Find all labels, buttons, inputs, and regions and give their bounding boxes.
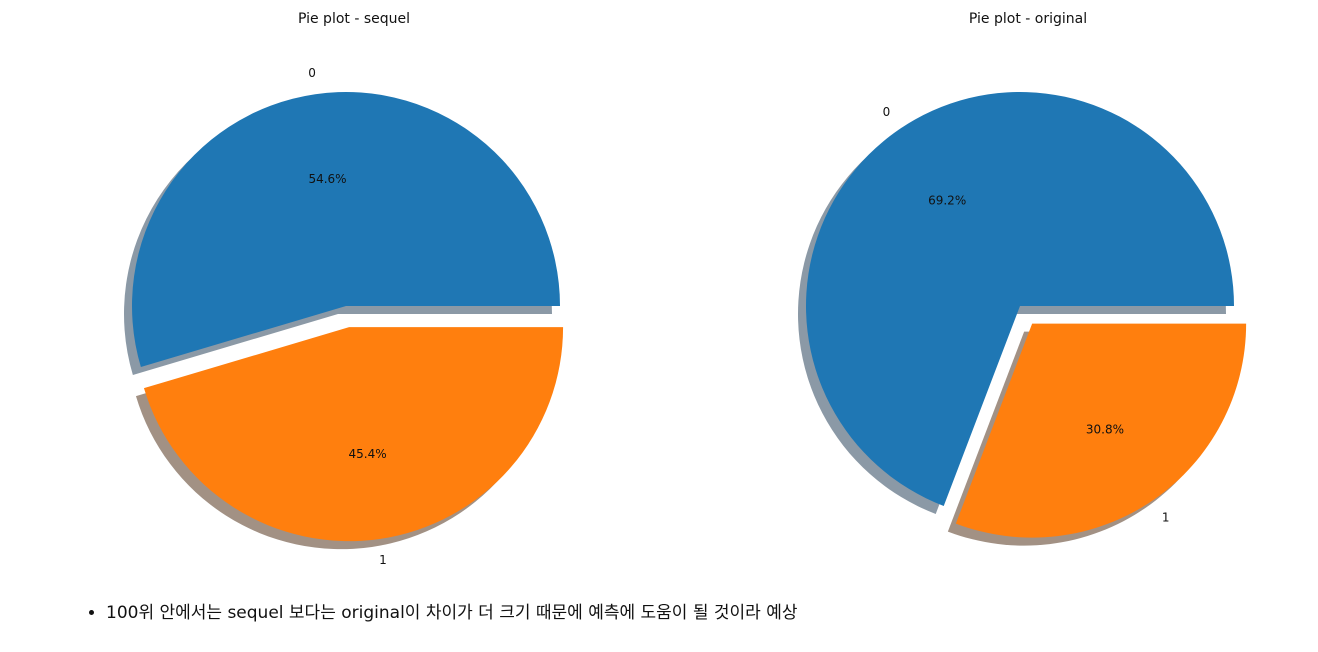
slice-label: 0 <box>308 66 316 80</box>
slice-percent-label: 45.4% <box>349 447 387 461</box>
chart-title: Pie plot - sequel <box>298 11 410 27</box>
pie-slice-0 <box>131 91 560 367</box>
slice-label: 1 <box>1162 510 1170 524</box>
chart-title: Pie plot - original <box>969 11 1087 27</box>
slice-percent-label: 30.8% <box>1086 422 1124 436</box>
pie-slice-0 <box>805 91 1234 506</box>
slice-percent-label: 54.6% <box>308 172 346 186</box>
notes-list: 100위 안에서는 sequel 보다는 original이 차이가 더 크기 … <box>86 600 798 626</box>
pie-chart: Pie plot - original 0 69.2% 1 30.8% <box>797 11 1247 546</box>
pie-slice-1 <box>143 327 564 542</box>
slice-label: 1 <box>379 553 387 567</box>
pie-slice-1 <box>955 323 1247 538</box>
note-item: 100위 안에서는 sequel 보다는 original이 차이가 더 크기 … <box>106 600 798 626</box>
slice-label: 0 <box>883 105 891 119</box>
pie-chart: Pie plot - sequel 0 54.6% 1 45.4% <box>123 11 564 567</box>
slice-percent-label: 69.2% <box>928 193 966 207</box>
